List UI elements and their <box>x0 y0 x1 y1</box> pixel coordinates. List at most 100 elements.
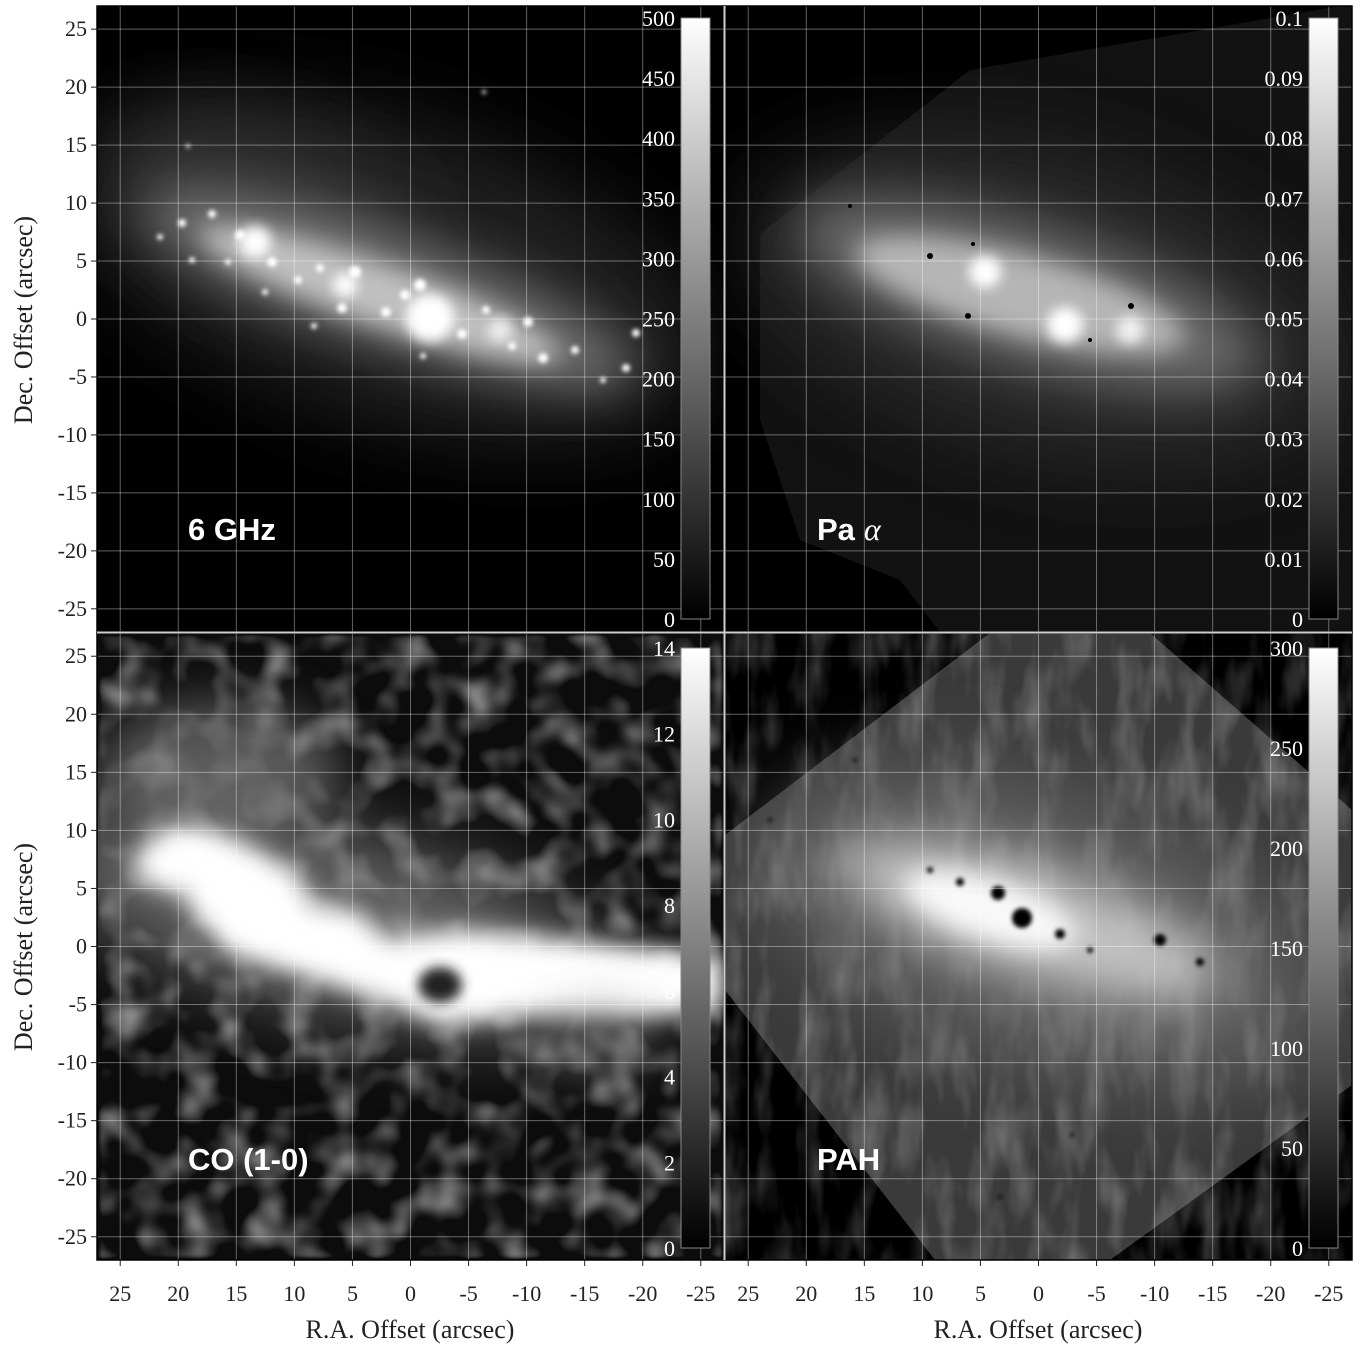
colorbar-tick-label: 0 <box>664 1236 675 1261</box>
colorbar-tick-label: 14 <box>653 636 675 661</box>
colorbar-tick-label: 0 <box>1292 607 1303 632</box>
y-tick-label: -25 <box>58 1224 87 1249</box>
colorbar-paa <box>1308 17 1339 620</box>
x-tick-label: 0 <box>1033 1281 1044 1306</box>
x-tick-label: -5 <box>459 1281 477 1306</box>
x-tick-label: -10 <box>1140 1281 1169 1306</box>
y-tick-label: -15 <box>58 480 87 505</box>
y-tick-label: 5 <box>76 875 87 900</box>
panel-pah <box>725 633 1352 1260</box>
colorbar-tick-label: 0.07 <box>1265 186 1304 211</box>
colorbar-tick-label: 0.08 <box>1265 126 1304 151</box>
colorbar-tick-label: 150 <box>1270 936 1303 961</box>
colorbar-tick-label: 350 <box>642 186 675 211</box>
panel-6ghz <box>97 6 724 632</box>
colorbar-tick-label: 0.04 <box>1265 367 1304 392</box>
y-tick-label: 20 <box>65 74 87 99</box>
colorbar-tick-label: 300 <box>1270 636 1303 661</box>
colorbar-tick-label: 10 <box>653 807 675 832</box>
panel-label-paa-text: Pa <box>817 512 856 547</box>
panel-paa-emission <box>739 132 1341 468</box>
colorbar-tick-label: 250 <box>642 307 675 332</box>
panel-label-paa: Pa α <box>817 511 882 547</box>
colorbar-tick-label: 0.01 <box>1265 547 1304 572</box>
y-tick-label: 15 <box>65 759 87 784</box>
colorbar-tick-label: 0 <box>664 607 675 632</box>
panel-label-pah: PAH <box>817 1142 880 1177</box>
colorbar-tick-label: 2 <box>664 1150 675 1175</box>
colorbar-tick-label: 50 <box>653 547 675 572</box>
colorbar-tick-label: 0.03 <box>1265 427 1304 452</box>
colorbar-tick-label: 200 <box>1270 836 1303 861</box>
colorbar-tick-label: 0.06 <box>1265 246 1304 271</box>
x-tick-label: -20 <box>1256 1281 1285 1306</box>
colorbar-tick-label: 400 <box>642 126 675 151</box>
y-tick-label: 5 <box>76 248 87 273</box>
colorbar-tick-label: 0.09 <box>1265 66 1304 91</box>
x-tick-label: 15 <box>853 1281 875 1306</box>
colorbar-tick-label: 50 <box>1281 1136 1303 1161</box>
colorbar-co <box>680 647 711 1249</box>
colorbar-tick-label: 100 <box>1270 1036 1303 1061</box>
x-tick-label: 0 <box>405 1281 416 1306</box>
x-tick-label: 20 <box>795 1281 817 1306</box>
x-tick-label: 10 <box>911 1281 933 1306</box>
panel-label-paa-greek: α <box>864 511 882 547</box>
colorbar-tick-label: 8 <box>664 893 675 918</box>
y-tick-label: -10 <box>58 1050 87 1075</box>
y-tick-label: 0 <box>76 934 87 959</box>
x-axis-label-right: R.A. Offset (arcsec) <box>934 1315 1143 1344</box>
colorbar-tick-label: 250 <box>1270 736 1303 761</box>
colorbar-tick-label: 200 <box>642 367 675 392</box>
colorbar-tick-label: 0 <box>1292 1236 1303 1261</box>
y-tick-label: 0 <box>76 306 87 331</box>
y-tick-label: 25 <box>65 643 87 668</box>
y-tick-label: -20 <box>58 1166 87 1191</box>
y-tick-label: -5 <box>69 992 87 1017</box>
grid-bottom-right <box>725 633 1352 1260</box>
panel-paa <box>725 6 1352 632</box>
panel-6ghz-emission <box>97 90 708 446</box>
x-tick-label: 25 <box>109 1281 131 1306</box>
x-tick-label: 20 <box>167 1281 189 1306</box>
panel-co <box>97 633 724 1260</box>
colorbar-tick-label: 12 <box>653 722 675 747</box>
colorbar-tick-label: 0.05 <box>1265 307 1304 332</box>
y-tick-label: 25 <box>65 16 87 41</box>
colorbar-tick-label: 300 <box>642 246 675 271</box>
colorbar-tick-label: 100 <box>642 487 675 512</box>
colorbar-tick-label: 0.1 <box>1276 6 1304 31</box>
y-tick-label: 10 <box>65 190 87 215</box>
y-tick-label: -10 <box>58 422 87 447</box>
panel-label-6ghz: 6 GHz <box>188 512 276 547</box>
colorbar-tick-label: 450 <box>642 66 675 91</box>
grid-top-left <box>97 6 724 632</box>
x-tick-label: 15 <box>225 1281 247 1306</box>
y-axis-label-top: Dec. Offset (arcsec) <box>9 216 38 424</box>
colorbar-tick-label: 500 <box>642 6 675 31</box>
x-tick-label: -25 <box>686 1281 715 1306</box>
panel-co-emission <box>97 700 724 1070</box>
x-tick-label: -20 <box>628 1281 657 1306</box>
colorbar-tick-label: 0.02 <box>1265 487 1304 512</box>
y-tick-label: 20 <box>65 701 87 726</box>
y-axis-label-bottom: Dec. Offset (arcsec) <box>9 843 38 1051</box>
y-tick-label: -25 <box>58 596 87 621</box>
y-tick-label: 15 <box>65 132 87 157</box>
colorbar-tick-label: 6 <box>664 979 675 1004</box>
y-tick-label: -5 <box>69 364 87 389</box>
x-tick-label: -5 <box>1087 1281 1105 1306</box>
colorbar-tick-label: 150 <box>642 427 675 452</box>
grid-bottom-left <box>97 633 724 1260</box>
x-tick-label: -10 <box>512 1281 541 1306</box>
x-axis-label-left: R.A. Offset (arcsec) <box>306 1315 515 1344</box>
colorbar-pah <box>1308 647 1339 1249</box>
y-tick-label: -15 <box>58 1108 87 1133</box>
x-tick-label: -15 <box>570 1281 599 1306</box>
colorbar-6ghz <box>680 17 711 620</box>
panel-label-co: CO (1-0) <box>188 1142 309 1177</box>
colorbar-tick-label: 4 <box>664 1065 675 1090</box>
x-tick-label: 25 <box>737 1281 759 1306</box>
x-tick-label: -25 <box>1314 1281 1343 1306</box>
